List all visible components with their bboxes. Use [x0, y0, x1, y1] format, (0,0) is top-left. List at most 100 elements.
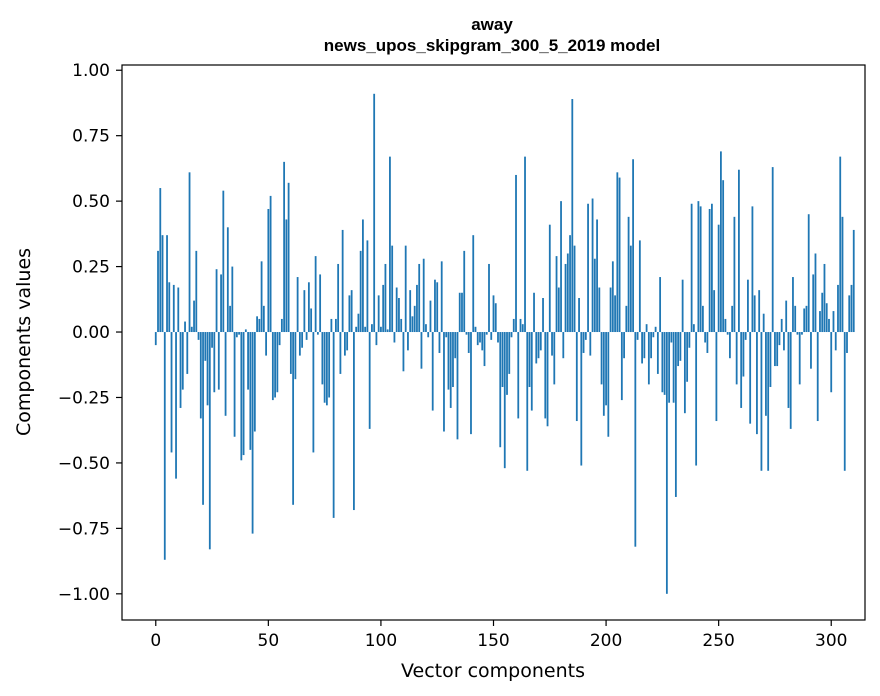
bar — [828, 318, 830, 333]
bar — [616, 172, 619, 333]
bar — [837, 284, 839, 333]
bar — [713, 290, 716, 333]
bar — [362, 219, 364, 333]
bar — [159, 188, 162, 333]
bar — [810, 332, 812, 369]
bar — [747, 279, 749, 333]
bar — [839, 156, 842, 333]
bar — [384, 263, 387, 333]
bar — [625, 305, 628, 333]
bar — [834, 332, 837, 351]
bar — [339, 332, 342, 374]
bar — [283, 161, 286, 333]
bar — [519, 318, 522, 333]
bar — [310, 308, 313, 333]
bar — [168, 282, 171, 333]
bar — [600, 332, 603, 385]
y-tick-label: 0.25 — [72, 258, 110, 278]
bar — [647, 332, 650, 385]
bar — [807, 214, 810, 333]
bar — [756, 332, 758, 435]
bar — [323, 332, 326, 403]
bar — [330, 318, 333, 333]
bar — [850, 284, 853, 333]
bar — [686, 332, 689, 382]
bar — [461, 292, 463, 333]
bar — [395, 287, 398, 333]
bar — [258, 318, 261, 333]
bar — [454, 332, 457, 359]
bar — [193, 300, 195, 333]
bar — [321, 332, 324, 385]
bar — [596, 219, 598, 333]
bar — [720, 151, 722, 333]
bar — [742, 332, 745, 377]
bar — [382, 284, 385, 333]
bar — [305, 332, 308, 340]
chart-title: away — [471, 15, 513, 34]
bar — [364, 326, 367, 333]
bar — [463, 250, 466, 333]
bar — [325, 332, 328, 406]
bar — [170, 332, 173, 453]
bar — [298, 332, 301, 356]
bar — [416, 284, 418, 333]
bar — [350, 290, 353, 333]
y-tick-label: −1.00 — [58, 585, 110, 605]
bar — [179, 332, 182, 408]
bar — [373, 93, 376, 333]
bar — [497, 332, 499, 343]
bar — [769, 332, 772, 388]
bar — [307, 282, 310, 333]
bar — [832, 311, 835, 333]
bar — [285, 219, 288, 333]
bar — [735, 332, 738, 385]
bar — [357, 313, 360, 333]
bar — [312, 332, 315, 453]
bar — [539, 332, 542, 351]
bar — [328, 332, 331, 398]
bar — [632, 159, 634, 333]
bar — [287, 182, 290, 333]
bar — [758, 290, 761, 333]
chart-subtitle: news_upos_skipgram_300_5_2019 model — [324, 36, 660, 55]
bar — [663, 332, 666, 395]
bar — [575, 332, 578, 422]
bar — [355, 326, 358, 333]
x-tick-label: 300 — [815, 631, 847, 651]
bar — [456, 332, 459, 440]
bar — [715, 332, 718, 422]
bar — [445, 332, 448, 338]
bar — [699, 206, 702, 333]
bar — [492, 295, 495, 333]
bar — [400, 318, 403, 333]
bar — [821, 292, 824, 333]
x-tick-label: 0 — [150, 631, 161, 651]
bar — [551, 332, 553, 356]
x-tick-label: 50 — [258, 631, 280, 651]
bar — [420, 332, 423, 369]
bar — [348, 295, 351, 333]
bar — [530, 332, 533, 411]
bar — [587, 203, 589, 333]
x-tick-label: 150 — [477, 631, 509, 651]
bar — [483, 332, 486, 367]
bar — [427, 332, 430, 338]
bar — [672, 332, 675, 403]
bar — [555, 256, 558, 333]
bar — [262, 305, 265, 333]
bar — [618, 177, 621, 333]
bar — [199, 332, 202, 419]
y-axis-ticks: −1.00 −0.75 −0.50 −0.25 0.00 0.25 0.50 0.75 1.00 — [58, 61, 122, 605]
bar — [780, 318, 783, 333]
bar — [418, 263, 421, 333]
y-tick-label: −0.75 — [58, 519, 110, 539]
bar — [706, 332, 709, 353]
bar — [749, 332, 752, 424]
bar — [665, 332, 668, 594]
bar — [774, 332, 776, 367]
bar — [334, 318, 337, 333]
bar — [280, 318, 283, 333]
bar — [359, 250, 362, 333]
x-axis-label: Vector components — [401, 660, 585, 682]
